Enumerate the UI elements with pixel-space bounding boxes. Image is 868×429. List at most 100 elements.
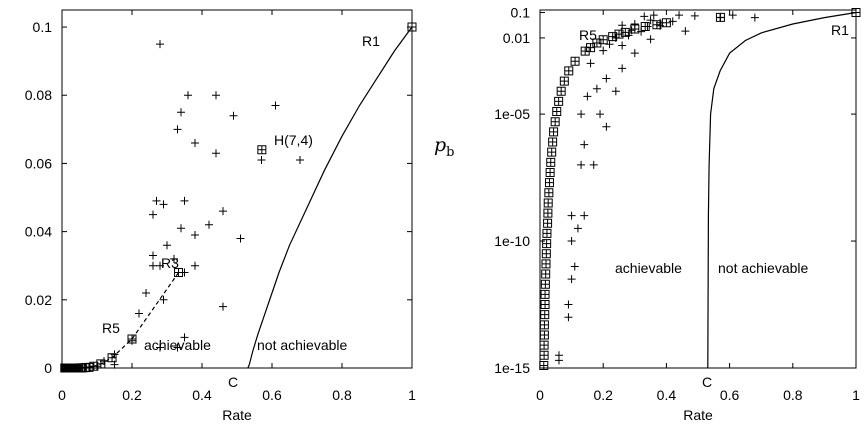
left-x-tick-label: 0.2 <box>122 387 142 403</box>
right-x-axis-label: Rate <box>683 407 713 423</box>
left-plus-point <box>258 156 266 164</box>
right-square-point <box>557 87 565 95</box>
right-square-point <box>540 331 548 339</box>
right-x-tick-label: 0 <box>536 387 544 403</box>
left-x-tick-label: 0 <box>58 387 66 403</box>
left-plus-point <box>212 91 220 99</box>
right-plus-point <box>568 237 576 245</box>
left-square-point <box>258 146 266 154</box>
right-plus-point <box>587 59 595 67</box>
right-shannon-bound-curve <box>708 13 856 369</box>
right-plus-point <box>568 212 576 220</box>
right-square-point <box>544 199 552 207</box>
left-plus-point <box>163 241 171 249</box>
right-label-r1: R1 <box>831 22 849 38</box>
right-y-tick-label: 0.1 <box>511 5 531 21</box>
right-plus-point <box>612 87 620 95</box>
right-square-point <box>545 179 553 187</box>
right-square-point <box>547 158 555 166</box>
right-square-point <box>541 280 549 288</box>
right-square-point <box>560 77 568 85</box>
left-plus-point <box>149 251 157 259</box>
right-x-tick-label: 1 <box>852 387 860 403</box>
right-marks <box>540 9 860 370</box>
right-plus-point <box>564 301 572 309</box>
left-plus-point <box>135 309 143 317</box>
right-plus-point <box>681 27 689 35</box>
right-y-tick-label: 0.01 <box>503 30 530 46</box>
left-plus-point <box>212 149 220 157</box>
linear-scale-panel: 0 0.2 0.4 0.6 0.8 100.020.040.060.080.1 Rate … <box>25 10 416 423</box>
right-plus-point <box>580 212 588 220</box>
left-plus-point <box>219 207 227 215</box>
right-plus-point <box>691 12 699 20</box>
left-plus-point <box>230 112 238 120</box>
left-plus-point <box>174 125 182 133</box>
right-x-tick-label: 0.2 <box>593 387 613 403</box>
log-scale-panel: 0 0.2 0.4 0.6 0.8 1 0.1 0.01 1e-05 1e-10 1e-15 Rat… <box>434 5 860 423</box>
left-plus-point <box>296 156 304 164</box>
left-label-r5: R5 <box>102 320 120 336</box>
left-plus-point <box>191 231 199 239</box>
right-plus-point <box>583 92 591 100</box>
left-plus-point <box>181 197 189 205</box>
right-square-point <box>545 189 553 197</box>
left-plus-point <box>272 101 280 109</box>
right-plus-point <box>590 161 598 169</box>
left-y-tick-label: 0.08 <box>25 87 52 103</box>
right-square-point <box>553 108 561 116</box>
right-x-tick-label: 0.8 <box>783 387 803 403</box>
right-square-point <box>546 168 554 176</box>
right-square-point <box>549 138 557 146</box>
left-label-c: C <box>228 374 238 390</box>
right-square-point <box>541 301 549 309</box>
left-plus-point <box>191 262 199 270</box>
left-plus-point <box>177 224 185 232</box>
right-label-not-achievable: not achievable <box>718 260 809 276</box>
right-square-point <box>541 311 549 319</box>
left-plus-point <box>219 303 227 311</box>
right-plus-point <box>602 123 610 131</box>
right-square-point <box>641 23 649 31</box>
right-label-achievable: achievable <box>615 260 682 276</box>
right-plus-point <box>640 12 648 20</box>
left-plus-point <box>142 289 150 297</box>
right-plus-point <box>564 313 572 321</box>
left-plus-point <box>191 139 199 147</box>
right-plus-point <box>580 141 588 149</box>
left-label-not-achievable: not achievable <box>257 337 348 353</box>
right-plus-point <box>577 110 585 118</box>
right-square-point <box>543 229 551 237</box>
right-square-point <box>555 97 563 105</box>
right-square-point <box>548 148 556 156</box>
right-y-tick-label: 1e-15 <box>494 360 530 376</box>
left-plus-point <box>205 221 213 229</box>
left-x-tick-label: 0.4 <box>192 387 212 403</box>
left-plus-point <box>237 234 245 242</box>
left-y-tick-label: 0.02 <box>25 292 52 308</box>
right-square-point <box>542 250 550 258</box>
right-square-point <box>550 128 558 136</box>
left-y-tick-label: 0.06 <box>25 155 52 171</box>
left-plus-point <box>153 197 161 205</box>
left-x-tick-label: 0.8 <box>332 387 352 403</box>
left-label-h74: H(7,4) <box>274 132 313 148</box>
right-label-r5: R5 <box>579 27 597 43</box>
left-x-axis-label: Rate <box>222 407 252 423</box>
left-label-r1: R1 <box>362 33 380 49</box>
right-y-axis-label: pb <box>434 134 455 160</box>
right-x-tick-label: 0.4 <box>657 387 677 403</box>
left-shannon-bound-curve <box>248 27 412 368</box>
left-plus-point <box>149 211 157 219</box>
left-plus-point <box>156 40 164 48</box>
right-square-point <box>565 67 573 75</box>
left-y-tick-label: 0.04 <box>25 224 52 240</box>
left-x-tick-label: 1 <box>408 387 416 403</box>
right-y-tick-label: 1e-10 <box>494 233 530 249</box>
right-plus-point <box>647 35 655 43</box>
right-square-point <box>540 341 548 349</box>
right-plus-point <box>602 75 610 83</box>
right-plus-point <box>751 14 759 22</box>
right-plus-point <box>555 356 563 364</box>
right-square-point <box>544 219 552 227</box>
